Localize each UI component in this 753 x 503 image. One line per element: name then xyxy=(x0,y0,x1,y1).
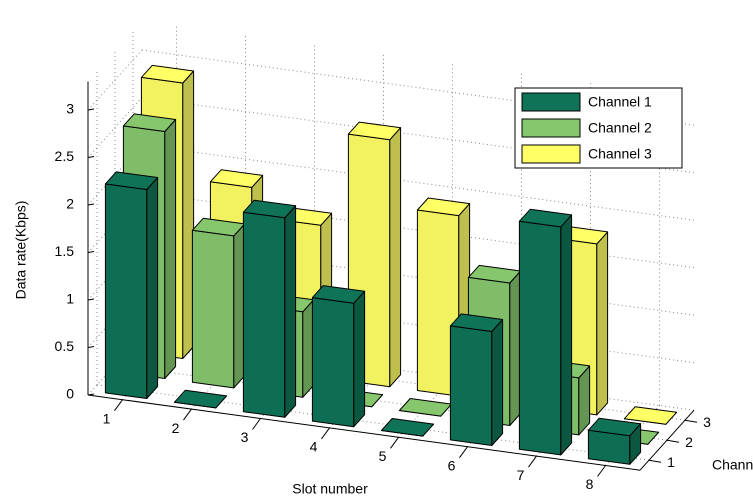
y-axis-label: Channels xyxy=(712,457,753,473)
tick-mark xyxy=(684,419,698,423)
bar-top xyxy=(518,208,573,228)
bar-front xyxy=(449,325,493,446)
legend-label: Channel 3 xyxy=(588,146,652,162)
x-tick-label: 2 xyxy=(172,420,180,436)
tick-mark xyxy=(87,108,95,111)
bar-side xyxy=(146,177,159,399)
x-tick-label: 8 xyxy=(586,476,594,492)
bar-top xyxy=(623,406,678,425)
bar-side xyxy=(491,319,504,446)
legend-label: Channel 1 xyxy=(588,94,652,110)
bar-front xyxy=(518,220,562,456)
tick-mark xyxy=(183,408,192,421)
x-tick-label: 7 xyxy=(517,467,525,483)
bar-top xyxy=(311,285,366,304)
bar-top xyxy=(416,197,471,217)
tick-mark xyxy=(528,455,537,468)
tick-mark xyxy=(390,437,399,449)
x-tick-label: 1 xyxy=(103,410,111,426)
bar-top xyxy=(173,389,228,409)
bar-top xyxy=(104,171,159,190)
z-tick-label: 2 xyxy=(66,196,74,212)
bar-side xyxy=(389,127,402,388)
x-axis-label: Slot number xyxy=(292,481,368,497)
legend: Channel 1 Channel 2 Channel 3 xyxy=(514,87,683,169)
bar-front xyxy=(191,229,235,389)
z-axis-label: Data rate(Kbps) xyxy=(13,201,29,300)
x-tick-label: 3 xyxy=(241,429,249,445)
y-tick-label: 1 xyxy=(667,454,675,470)
bar-top xyxy=(449,313,504,332)
bar-top xyxy=(209,169,264,188)
z-tick-label: 0 xyxy=(66,386,74,402)
legend-swatch xyxy=(521,92,581,112)
axis-line xyxy=(87,394,641,471)
bar-front xyxy=(104,183,148,399)
z-tick-label: 3 xyxy=(66,101,74,117)
bar-top xyxy=(122,113,177,132)
tick-mark xyxy=(648,459,662,463)
bar-side xyxy=(164,119,177,379)
y-tick-label: 3 xyxy=(703,414,711,430)
bar-top xyxy=(140,64,195,84)
z-tick-label: 2.5 xyxy=(55,148,75,164)
x-tick-label: 4 xyxy=(310,439,318,455)
bar-front xyxy=(311,297,355,428)
tick-mark xyxy=(321,427,330,440)
legend-swatch xyxy=(521,118,581,138)
tick-mark xyxy=(252,418,261,430)
bars xyxy=(104,64,678,465)
bar-front xyxy=(242,211,286,418)
bar-top xyxy=(242,199,297,219)
tick-mark xyxy=(666,439,680,443)
tick-mark xyxy=(87,156,95,158)
y-tick-label: 2 xyxy=(685,434,693,450)
legend-swatch xyxy=(521,144,581,164)
x-tick-label: 6 xyxy=(448,457,456,473)
z-tick-label: 1 xyxy=(66,291,74,307)
z-tick-label: 0.5 xyxy=(55,338,75,354)
bar-top xyxy=(347,121,402,141)
bar-side xyxy=(560,214,573,456)
tick-mark xyxy=(87,251,95,253)
legend-label: Channel 2 xyxy=(588,120,652,136)
bar-top xyxy=(398,398,453,417)
tick-mark xyxy=(87,298,95,301)
bar-side xyxy=(353,290,366,428)
tick-mark xyxy=(87,346,95,348)
tick-mark xyxy=(597,465,606,477)
tick-mark xyxy=(87,203,95,206)
tick-mark xyxy=(459,446,468,458)
tick-mark xyxy=(87,393,95,396)
tick-mark xyxy=(114,399,123,411)
bar-top xyxy=(587,417,642,437)
grid-line xyxy=(87,97,143,158)
bar-side xyxy=(284,205,297,418)
x-tick-label: 5 xyxy=(379,448,387,464)
grid-line xyxy=(141,144,695,221)
bar-top xyxy=(380,418,435,437)
z-tick-label: 1.5 xyxy=(55,243,75,259)
bar-side xyxy=(596,231,609,416)
